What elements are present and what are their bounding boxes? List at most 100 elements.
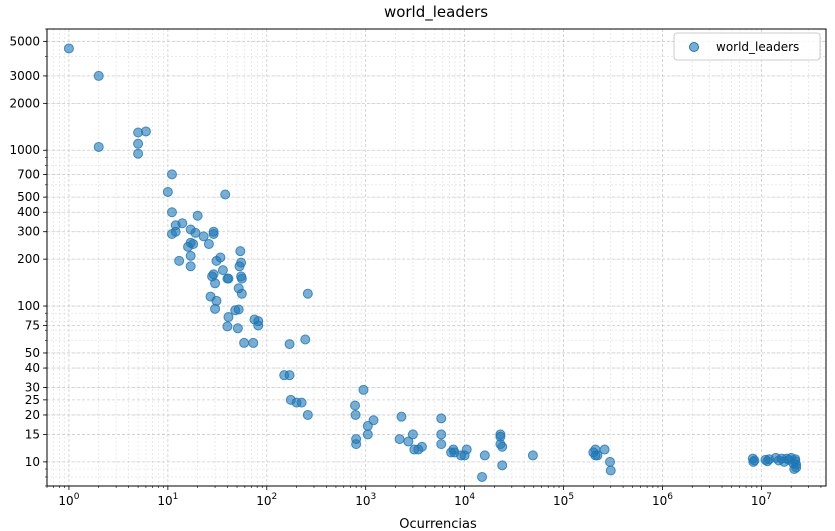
y-tick-label: 75 — [25, 319, 40, 333]
scatter-point — [220, 189, 231, 200]
scatter-point — [605, 456, 616, 467]
scatter-point — [592, 450, 603, 461]
legend: world_leaders — [673, 32, 821, 61]
scatter-point — [174, 255, 185, 266]
chart-title: world_leaders — [384, 3, 488, 22]
scatter-point — [192, 210, 203, 221]
y-tick-label: 300 — [17, 225, 40, 239]
scatter-point — [239, 337, 250, 348]
legend-box — [673, 32, 821, 61]
scatter-point — [407, 429, 418, 440]
major-grid — [47, 29, 826, 486]
legend-marker — [689, 42, 699, 52]
scatter-point — [236, 288, 247, 299]
scatter-point — [748, 456, 759, 467]
y-tick-label: 100 — [17, 299, 40, 313]
scatter-point — [232, 323, 243, 334]
scatter-point — [396, 411, 407, 422]
y-tick-label: 400 — [17, 205, 40, 219]
scatter-point — [350, 400, 361, 411]
plot-frame — [46, 28, 827, 487]
legend-label: world_leaders — [716, 40, 799, 54]
y-tick-label: 50 — [25, 346, 40, 360]
scatter-point — [210, 303, 221, 314]
scatter-point — [217, 265, 228, 276]
scatter-point — [436, 413, 447, 424]
scatter-point — [211, 255, 222, 266]
scatter-point — [198, 231, 209, 242]
y-tick-label: 20 — [25, 408, 40, 422]
scatter-point — [599, 444, 610, 455]
y-tick-label: 2000 — [9, 96, 40, 110]
scatter-point — [248, 337, 259, 348]
y-tick-label: 500 — [17, 190, 40, 204]
x-tick-label: 101 — [157, 492, 178, 508]
scatter-point — [185, 261, 196, 272]
x-axis: 100 101 102 103 104 105 106 107 — [46, 486, 822, 508]
scatter-point — [296, 397, 307, 408]
y-tick-label: 3000 — [9, 69, 40, 83]
scatter-point — [351, 439, 362, 450]
scatter-point — [208, 229, 219, 240]
scatter-point — [302, 288, 313, 299]
scatter-point — [223, 312, 234, 323]
scatter-point — [203, 239, 214, 250]
scatter-point — [133, 138, 144, 149]
scatter-point — [436, 429, 447, 440]
x-tick-label: 103 — [355, 492, 376, 508]
scatter-point — [185, 250, 196, 261]
scatter-point — [358, 384, 369, 395]
y-tick-label: 700 — [17, 167, 40, 181]
x-tick-label: 102 — [256, 492, 277, 508]
x-tick-label: 105 — [553, 492, 574, 508]
scatter-point — [166, 207, 177, 218]
scatter-point — [63, 43, 74, 54]
scatter-point — [497, 441, 508, 452]
scatter-point — [497, 460, 508, 471]
scatter-point — [362, 420, 373, 431]
scatter-point — [477, 471, 488, 482]
scatter-point — [413, 444, 424, 455]
x-tick-label: 100 — [58, 492, 79, 508]
x-tick-label: 104 — [454, 492, 475, 508]
scatter-point — [403, 436, 414, 447]
scatter-point — [236, 273, 247, 284]
scatter-point — [234, 261, 245, 272]
scatter-point — [284, 339, 295, 350]
scatter-point — [210, 278, 221, 289]
scatter-point — [93, 70, 104, 81]
scatter-point — [461, 444, 472, 455]
data-points — [63, 43, 802, 482]
y-tick-label: 25 — [25, 393, 40, 407]
y-tick-label: 1000 — [9, 143, 40, 157]
x-tick-label: 107 — [751, 492, 772, 508]
scatter-point — [183, 241, 194, 252]
scatter-point — [140, 126, 151, 137]
x-tick-label: 106 — [652, 492, 673, 508]
scatter-point — [284, 370, 295, 381]
scatter-point — [235, 246, 246, 257]
scatter-point — [190, 227, 201, 238]
scatter-point — [211, 295, 222, 306]
scatter-point — [166, 229, 177, 240]
y-tick-label: 15 — [25, 427, 40, 441]
scatter-point — [177, 218, 188, 229]
y-tick-label: 30 — [25, 381, 40, 395]
scatter-point — [162, 186, 173, 197]
scatter-point — [166, 169, 177, 180]
scatter-point — [133, 148, 144, 159]
scatter-point — [527, 450, 538, 461]
scatter-point — [222, 321, 233, 332]
scatter-point — [223, 273, 234, 284]
y-tick-label: 10 — [25, 455, 40, 469]
scatter-point — [350, 409, 361, 420]
y-tick-label: 5000 — [9, 34, 40, 48]
y-tick-label: 200 — [17, 252, 40, 266]
scatter-point — [605, 465, 616, 476]
x-axis-label: Ocurrencias — [399, 517, 477, 531]
y-tick-label: 40 — [25, 361, 40, 375]
scatter-point — [436, 439, 447, 450]
scatter-point — [479, 450, 490, 461]
